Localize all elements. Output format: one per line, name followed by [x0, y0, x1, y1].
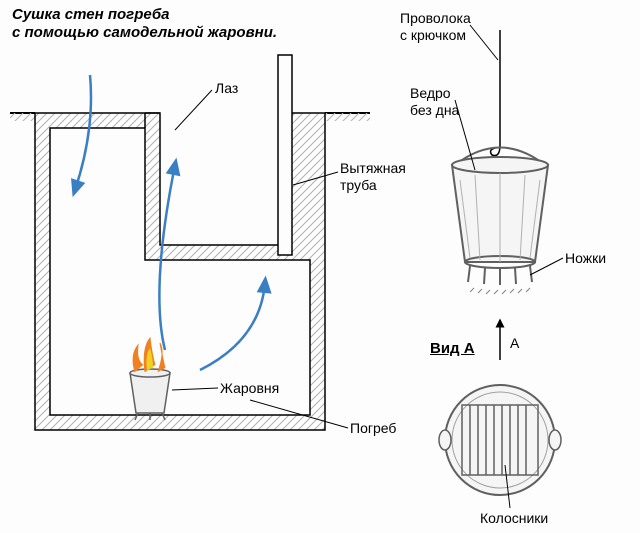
leader-zharovnya — [172, 388, 218, 390]
brazier — [130, 338, 170, 420]
airflow-up-2 — [200, 283, 265, 370]
leader-laz — [175, 90, 212, 130]
exhaust-pipe — [278, 55, 292, 255]
diagram-svg — [0, 0, 640, 533]
view-a-circle — [439, 385, 561, 495]
airflow-in — [75, 75, 91, 190]
leader-provoloka — [470, 25, 498, 60]
